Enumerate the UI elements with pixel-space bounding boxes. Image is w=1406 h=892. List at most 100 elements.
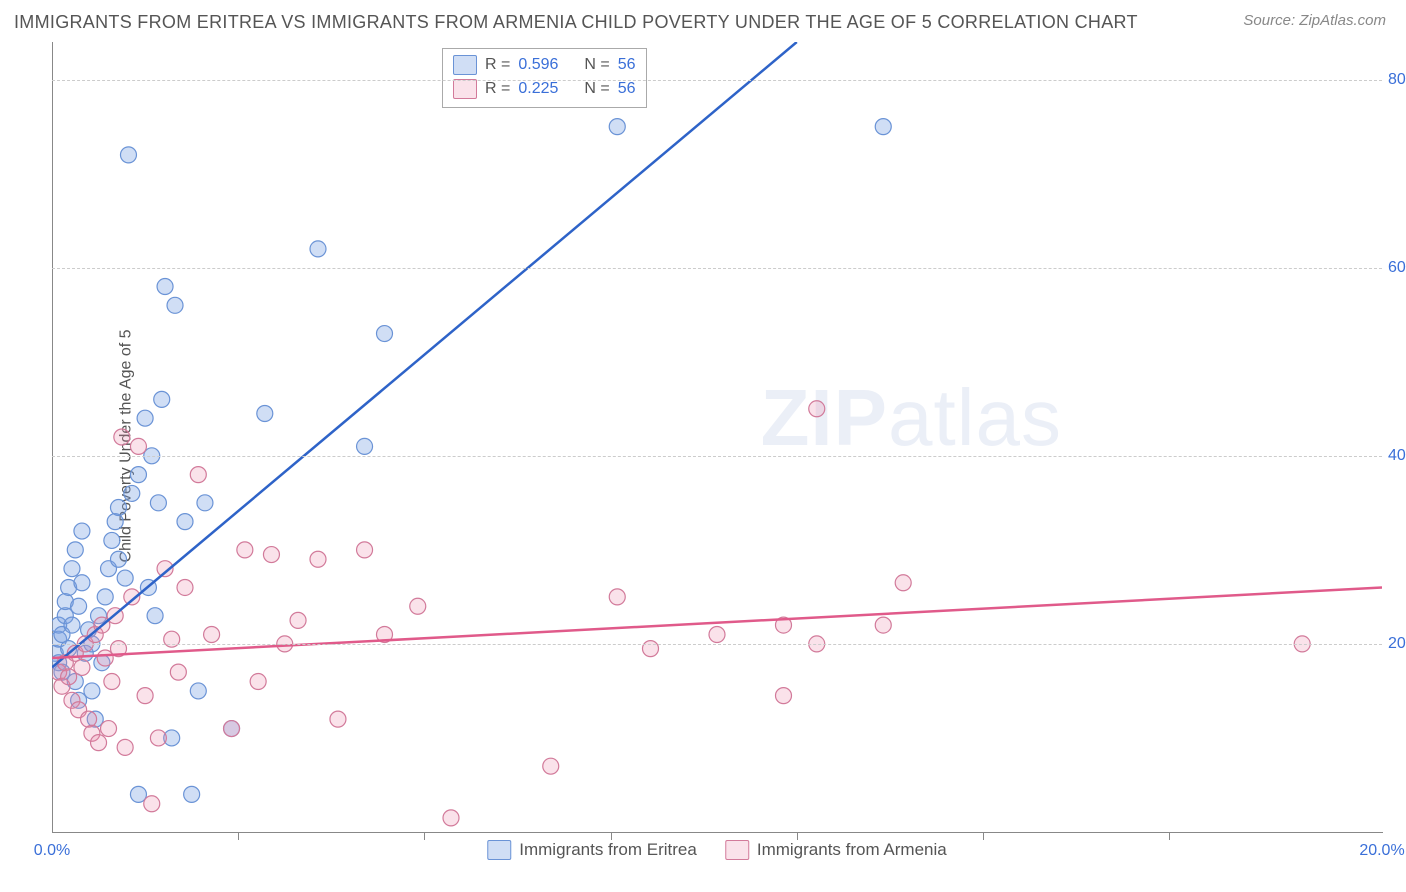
scatter-point-eritrea <box>64 617 80 633</box>
trend-line-eritrea <box>52 42 797 667</box>
scatter-point-eritrea <box>107 514 123 530</box>
scatter-point-eritrea <box>71 598 87 614</box>
scatter-point-armenia <box>609 589 625 605</box>
scatter-point-armenia <box>776 688 792 704</box>
scatter-point-eritrea <box>147 608 163 624</box>
scatter-point-armenia <box>177 579 193 595</box>
scatter-point-eritrea <box>67 542 83 558</box>
legend-series: Immigrants from Eritrea Immigrants from A… <box>487 840 946 860</box>
scatter-point-armenia <box>130 438 146 454</box>
scatter-point-armenia <box>709 627 725 643</box>
scatter-point-armenia <box>144 796 160 812</box>
x-tick-label: 20.0% <box>1359 842 1404 860</box>
scatter-point-eritrea <box>104 532 120 548</box>
x-minor-tick <box>611 832 612 840</box>
grid-line-h <box>52 644 1382 645</box>
scatter-point-armenia <box>104 674 120 690</box>
scatter-point-armenia <box>410 598 426 614</box>
y-tick-label: 40.0% <box>1388 447 1406 465</box>
scatter-point-eritrea <box>117 570 133 586</box>
scatter-point-armenia <box>91 735 107 751</box>
scatter-point-eritrea <box>377 326 393 342</box>
scatter-point-eritrea <box>111 551 127 567</box>
scatter-point-armenia <box>137 688 153 704</box>
scatter-point-eritrea <box>184 786 200 802</box>
trend-line-armenia <box>52 587 1382 658</box>
legend-series-item-eritrea: Immigrants from Eritrea <box>487 840 697 860</box>
scatter-point-eritrea <box>157 279 173 295</box>
source-attribution: Source: ZipAtlas.com <box>1243 12 1386 29</box>
scatter-point-eritrea <box>167 297 183 313</box>
scatter-point-armenia <box>290 612 306 628</box>
scatter-point-eritrea <box>150 495 166 511</box>
scatter-point-eritrea <box>190 683 206 699</box>
legend-series-label: Immigrants from Armenia <box>757 840 947 860</box>
x-minor-tick <box>238 832 239 840</box>
scatter-point-eritrea <box>130 467 146 483</box>
scatter-point-eritrea <box>197 495 213 511</box>
legend-swatch-icon <box>453 79 477 99</box>
scatter-point-eritrea <box>137 410 153 426</box>
scatter-point-eritrea <box>357 438 373 454</box>
chart-title: IMMIGRANTS FROM ERITREA VS IMMIGRANTS FR… <box>14 12 1138 33</box>
scatter-point-armenia <box>543 758 559 774</box>
scatter-point-armenia <box>250 674 266 690</box>
scatter-point-eritrea <box>64 561 80 577</box>
scatter-point-armenia <box>117 739 133 755</box>
scatter-point-eritrea <box>609 119 625 135</box>
scatter-point-eritrea <box>97 589 113 605</box>
scatter-point-armenia <box>875 617 891 633</box>
scatter-point-eritrea <box>111 500 127 516</box>
grid-line-h <box>52 80 1382 81</box>
scatter-point-eritrea <box>154 391 170 407</box>
scatter-point-armenia <box>114 429 130 445</box>
legend-r-label: R = <box>485 56 510 74</box>
scatter-point-armenia <box>101 721 117 737</box>
scatter-point-eritrea <box>257 405 273 421</box>
x-minor-tick <box>424 832 425 840</box>
scatter-point-armenia <box>204 627 220 643</box>
x-minor-tick <box>1169 832 1170 840</box>
grid-line-h <box>52 268 1382 269</box>
scatter-point-armenia <box>263 547 279 563</box>
scatter-point-armenia <box>895 575 911 591</box>
scatter-point-armenia <box>237 542 253 558</box>
scatter-point-armenia <box>310 551 326 567</box>
legend-series-item-armenia: Immigrants from Armenia <box>725 840 947 860</box>
legend-series-label: Immigrants from Eritrea <box>519 840 697 860</box>
scatter-point-armenia <box>330 711 346 727</box>
scatter-point-armenia <box>443 810 459 826</box>
grid-line-h <box>52 456 1382 457</box>
source-name: ZipAtlas.com <box>1299 12 1386 29</box>
y-tick-label: 60.0% <box>1388 259 1406 277</box>
scatter-point-armenia <box>224 721 240 737</box>
scatter-point-eritrea <box>177 514 193 530</box>
scatter-svg <box>52 42 1382 832</box>
y-tick-label: 20.0% <box>1388 635 1406 653</box>
x-minor-tick <box>797 832 798 840</box>
scatter-point-eritrea <box>875 119 891 135</box>
scatter-point-eritrea <box>124 485 140 501</box>
scatter-point-armenia <box>74 659 90 675</box>
legend-n-value: 56 <box>618 56 636 74</box>
legend-n-label: N = <box>584 80 609 98</box>
y-tick-label: 80.0% <box>1388 71 1406 89</box>
legend-correlation: R =0.596N =56R =0.225N =56 <box>442 48 647 108</box>
legend-n-value: 56 <box>618 80 636 98</box>
legend-r-value: 0.596 <box>518 56 558 74</box>
legend-n-label: N = <box>584 56 609 74</box>
scatter-point-eritrea <box>74 575 90 591</box>
scatter-point-armenia <box>170 664 186 680</box>
scatter-point-armenia <box>150 730 166 746</box>
scatter-point-armenia <box>81 711 97 727</box>
x-tick-label: 0.0% <box>34 842 70 860</box>
legend-corr-row-eritrea: R = 0.596 N = 56 <box>453 53 636 77</box>
scatter-point-eritrea <box>74 523 90 539</box>
scatter-point-armenia <box>190 467 206 483</box>
legend-swatch-icon <box>725 840 749 860</box>
legend-swatch-icon <box>453 55 477 75</box>
scatter-point-armenia <box>357 542 373 558</box>
legend-swatch-icon <box>487 840 511 860</box>
scatter-point-eritrea <box>120 147 136 163</box>
source-prefix: Source: <box>1243 12 1299 29</box>
